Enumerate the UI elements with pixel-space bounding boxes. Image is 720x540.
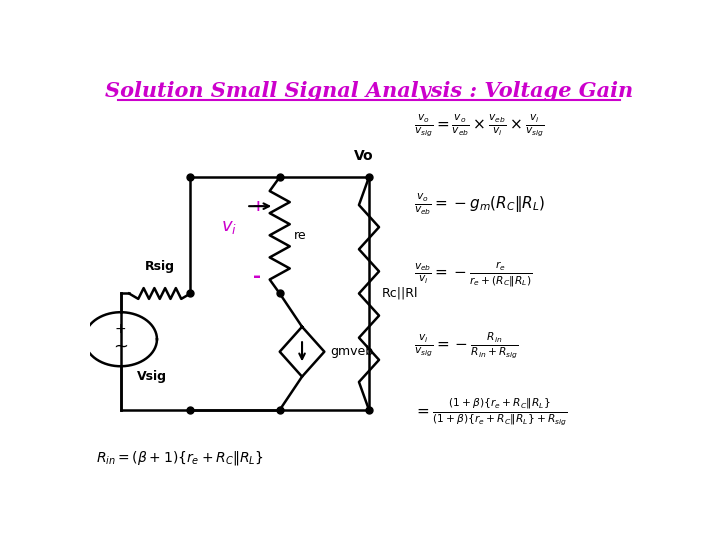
Text: ~: ~ <box>113 338 128 356</box>
Text: re: re <box>294 229 306 242</box>
Text: $\frac{v_o}{v_{sig}} = \frac{v_o}{v_{eb}} \times \frac{v_{eb}}{v_i} \times \frac: $\frac{v_o}{v_{sig}} = \frac{v_o}{v_{eb}… <box>413 112 544 138</box>
Text: -: - <box>253 267 261 286</box>
Text: $= \frac{(1+\beta)\{r_e + R_C \| R_L\}}{(1+\beta)\{r_e + R_C \| R_L\} + R_{sig}}: $= \frac{(1+\beta)\{r_e + R_C \| R_L\}}{… <box>413 396 567 427</box>
Text: Rsig: Rsig <box>145 260 175 273</box>
Text: +: + <box>251 199 264 214</box>
Text: $R_{in} = (\beta+1)\{r_e + R_C \| R_L\}$: $R_{in} = (\beta+1)\{r_e + R_C \| R_L\}$ <box>96 449 264 467</box>
Text: gmveb: gmveb <box>330 345 373 358</box>
Text: Vo: Vo <box>354 148 373 163</box>
Text: Solution Small Signal Analysis : Voltage Gain: Solution Small Signal Analysis : Voltage… <box>105 82 633 102</box>
Text: $\frac{v_{eb}}{v_i} = -\frac{r_e}{r_e + (R_C \| R_L)}$: $\frac{v_{eb}}{v_i} = -\frac{r_e}{r_e + … <box>413 261 532 289</box>
Text: $v_i$: $v_i$ <box>222 218 238 236</box>
Text: +: + <box>115 322 127 336</box>
Text: $\frac{v_o}{v_{eb}} = -g_m(R_C \| R_L)$: $\frac{v_o}{v_{eb}} = -g_m(R_C \| R_L)$ <box>413 192 545 217</box>
Text: Vsig: Vsig <box>138 370 168 383</box>
Text: Rc||Rl: Rc||Rl <box>382 287 418 300</box>
Text: $\frac{v_i}{v_{sig}} = -\frac{R_{in}}{R_{in} + R_{sig}}$: $\frac{v_i}{v_{sig}} = -\frac{R_{in}}{R_… <box>413 330 518 360</box>
